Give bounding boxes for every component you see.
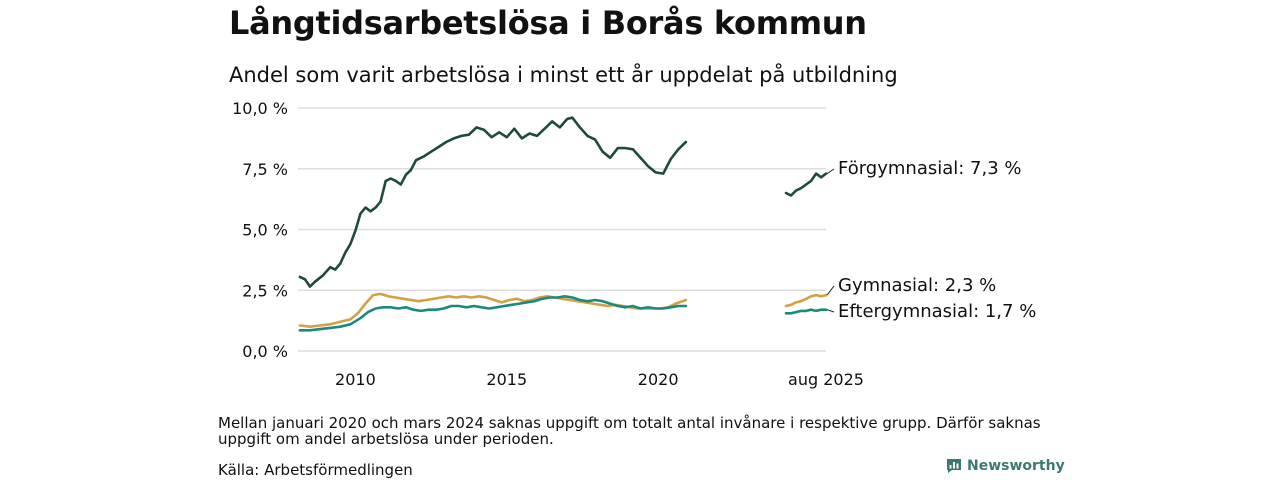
- label-leader-line: [826, 309, 835, 313]
- y-tick-label: 5,0 %: [242, 221, 288, 240]
- chart-subtitle: Andel som varit arbetslösa i minst ett å…: [229, 63, 898, 87]
- source-text: Källa: Arbetsförmedlingen: [218, 461, 413, 479]
- logo-text: Newsworthy: [967, 458, 1065, 474]
- x-tick-label: aug 2025: [788, 370, 864, 389]
- series-end-label: Förgymnasial: 7,3 %: [838, 158, 1022, 179]
- series-line-eftergymnasial-1: [784, 308, 828, 315]
- series-line-eftergymnasial-0: [298, 295, 688, 332]
- grid: [298, 107, 826, 352]
- label-leader-line: [826, 168, 835, 175]
- y-axis: 0,0 % 2,5 % 5,0 % 7,5 % 10,0 %: [232, 99, 288, 361]
- bar-chart-icon: [947, 459, 961, 473]
- y-tick-label: 2,5 %: [242, 281, 288, 300]
- chart-title: Långtidsarbetslösa i Borås kommun: [229, 4, 867, 42]
- series-line-förgymnasial-0: [298, 116, 688, 288]
- series-end-label: Gymnasial: 2,3 %: [838, 275, 996, 296]
- newsworthy-logo: Newsworthy: [946, 458, 1065, 474]
- series-labels: Förgymnasial: 7,3 % Gymnasial: 2,3 % Efter…: [826, 158, 1036, 322]
- line-chart: 0,0 % 2,5 % 5,0 % 7,5 % 10,0 % 2010 2015 2020 a…: [232, 99, 1036, 389]
- x-tick-label: 2010: [335, 370, 376, 389]
- series-line-gymnasial-1: [784, 293, 828, 308]
- series-lines: [298, 116, 828, 332]
- x-tick-label: 2015: [486, 370, 527, 389]
- series-line-gymnasial-0: [298, 292, 688, 328]
- footnote: Mellan januari 2020 och mars 2024 saknas…: [218, 414, 1041, 448]
- series-line-förgymnasial-1: [784, 172, 828, 197]
- y-tick-label: 7,5 %: [242, 160, 288, 179]
- label-leader-line: [826, 285, 835, 296]
- x-axis: 2010 2015 2020 aug 2025: [335, 370, 864, 389]
- y-tick-label: 10,0 %: [232, 99, 288, 118]
- series-end-label: Eftergymnasial: 1,7 %: [838, 301, 1036, 322]
- y-tick-label: 0,0 %: [242, 342, 288, 361]
- x-tick-label: 2020: [638, 370, 679, 389]
